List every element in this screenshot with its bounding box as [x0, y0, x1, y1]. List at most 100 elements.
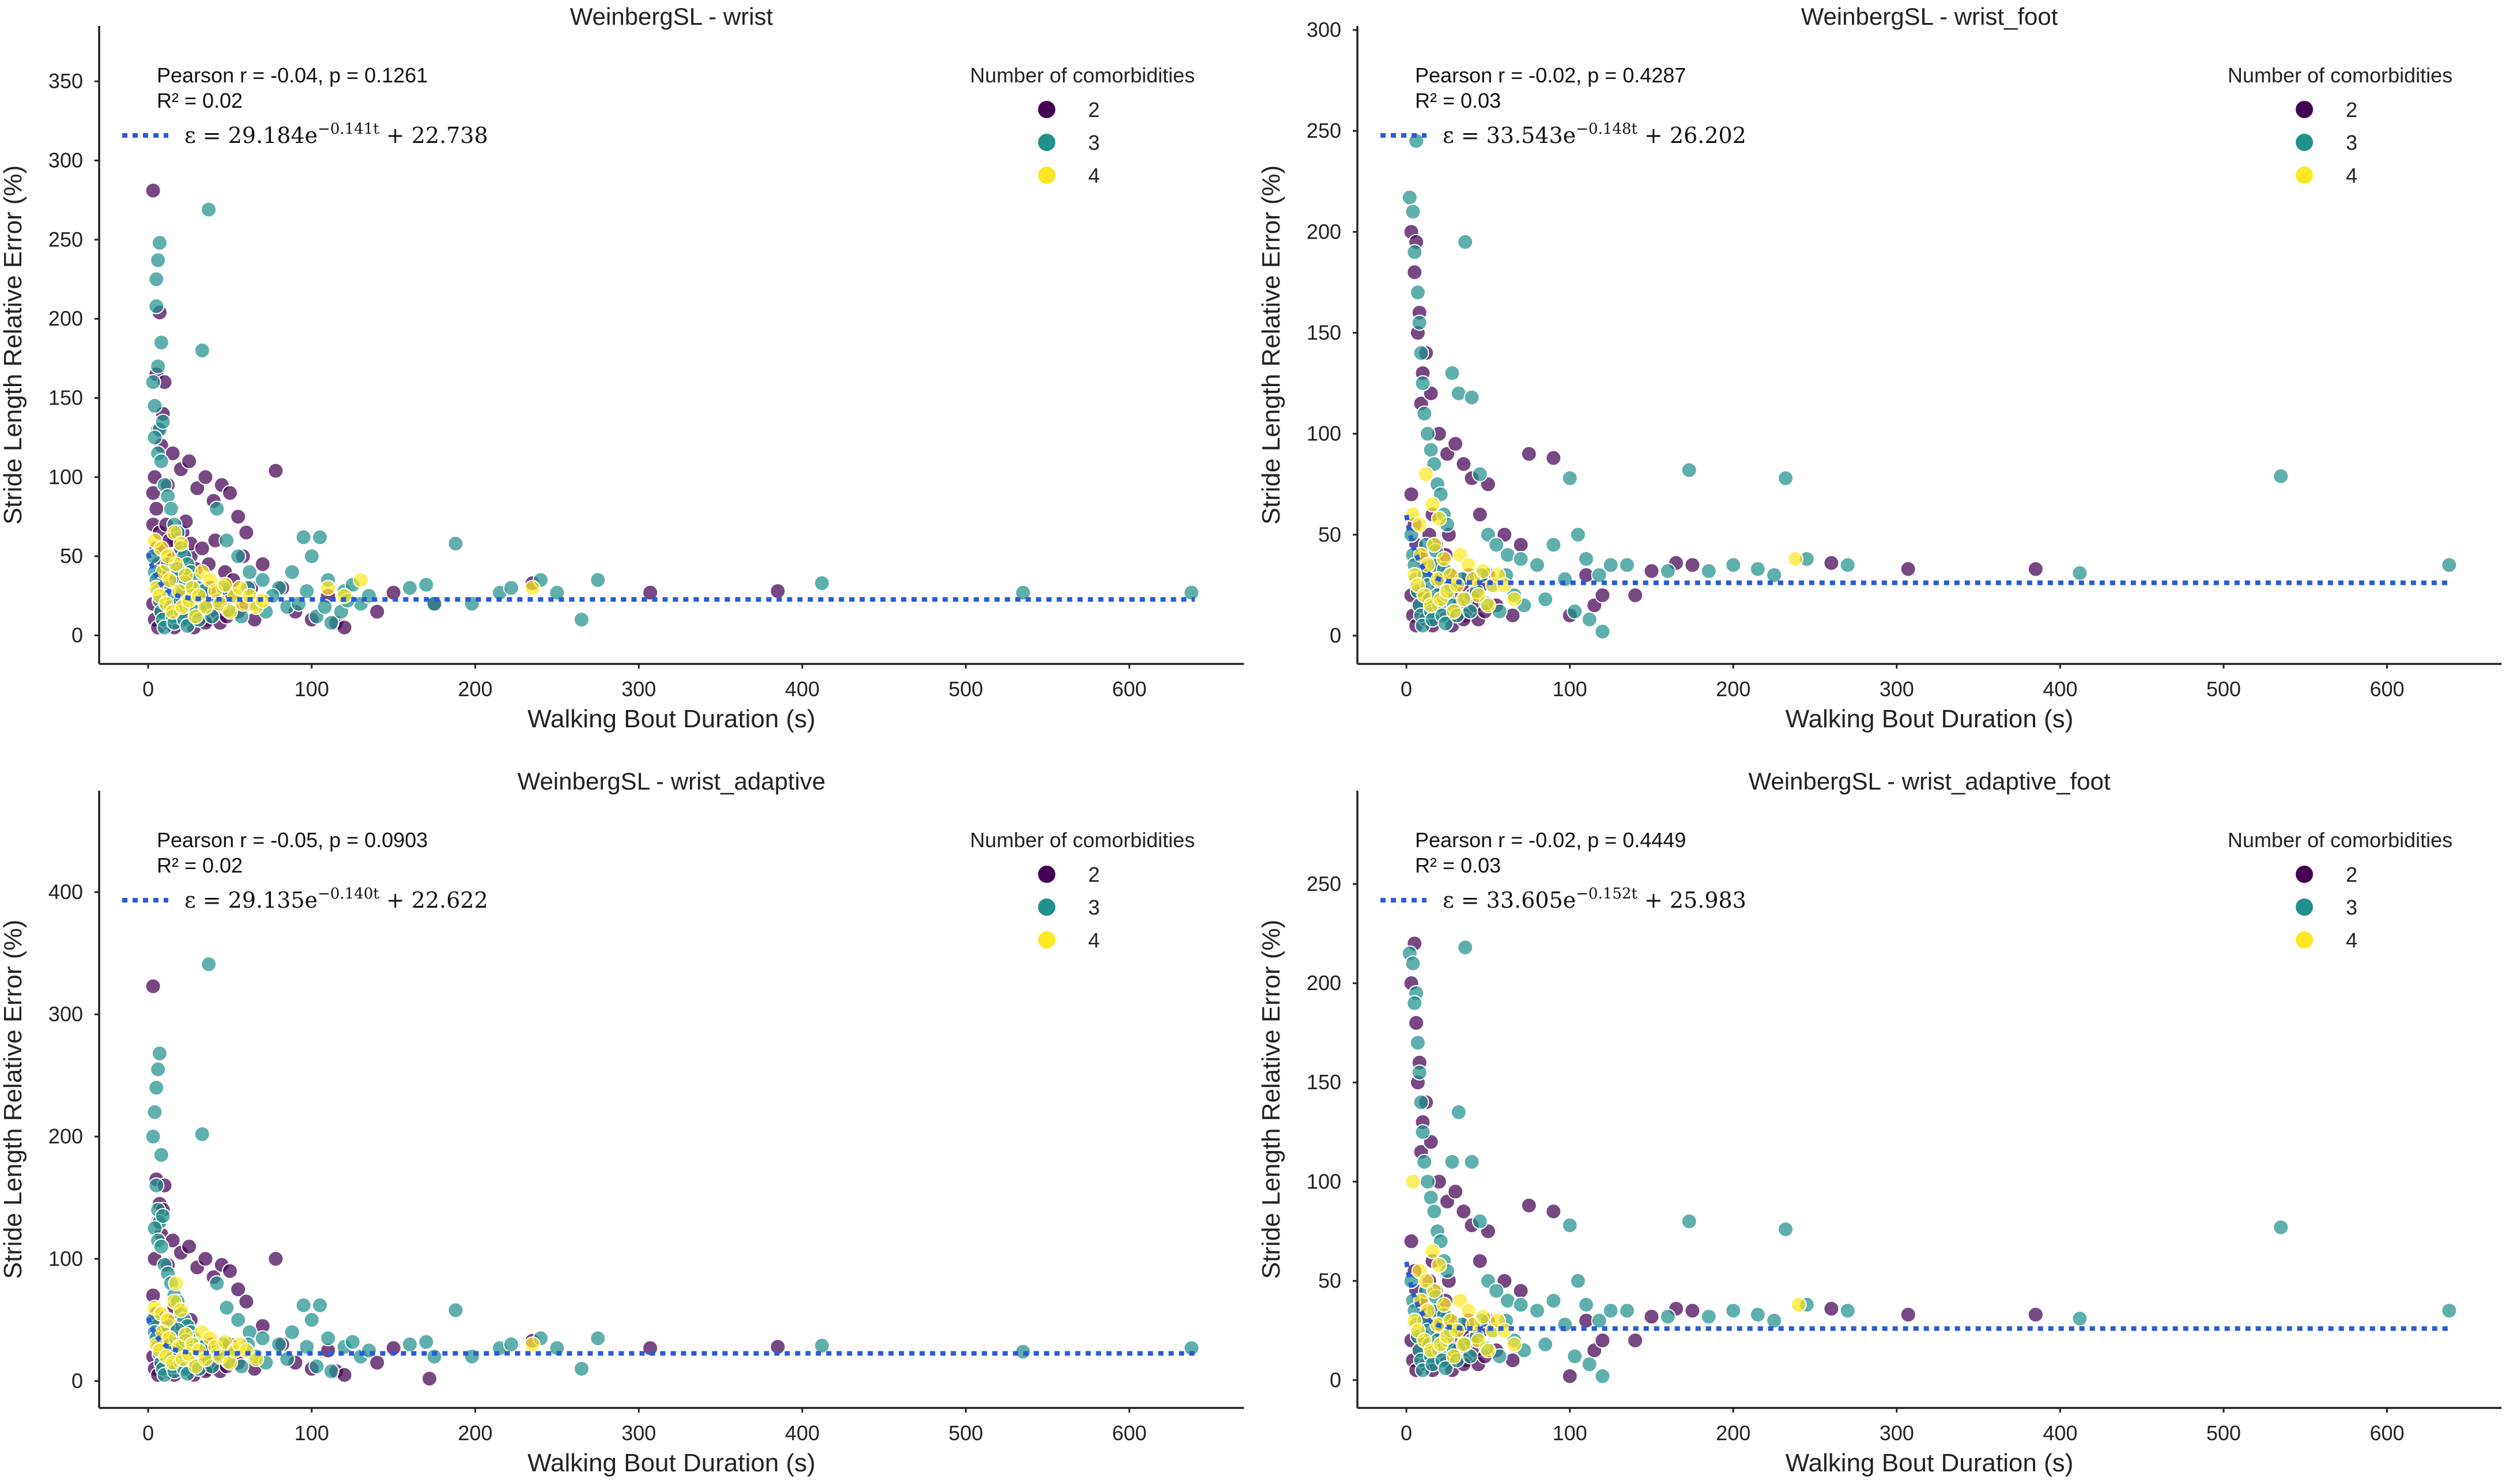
- x-tick-label: 0: [142, 1421, 154, 1445]
- data-point-comorbidities-3: [150, 358, 167, 375]
- data-point-comorbidities-4: [1470, 1332, 1486, 1349]
- data-point-comorbidities-2: [181, 453, 198, 470]
- legend-marker-2: [2296, 866, 2313, 883]
- data-point-comorbidities-3: [1488, 1282, 1505, 1299]
- data-point-comorbidities-2: [642, 584, 659, 601]
- data-point-comorbidities-3: [1488, 537, 1505, 553]
- data-point-comorbidities-4: [160, 1312, 176, 1328]
- y-axis-label: Stride Length Relative Error (%): [1257, 920, 1285, 1279]
- data-point-comorbidities-2: [1406, 264, 1423, 281]
- data-point-comorbidities-2: [197, 1251, 214, 1267]
- data-point-comorbidities-3: [1183, 584, 1200, 601]
- data-point-comorbidities-3: [590, 572, 606, 588]
- data-point-comorbidities-3: [299, 1338, 315, 1355]
- data-point-comorbidities-3: [1529, 1302, 1545, 1319]
- data-point-comorbidities-3: [1545, 537, 1562, 553]
- x-tick-label: 500: [949, 1421, 983, 1445]
- scatter-points: [145, 956, 1200, 1387]
- data-point-comorbidities-4: [1506, 591, 1523, 607]
- data-point-comorbidities-3: [295, 1297, 312, 1313]
- legend-title: Number of comorbidities: [2228, 828, 2452, 852]
- data-point-comorbidities-3: [1411, 314, 1428, 331]
- data-point-comorbidities-2: [221, 1263, 238, 1279]
- data-point-comorbidities-3: [151, 235, 168, 251]
- data-point-comorbidities-3: [418, 576, 435, 593]
- r-squared-annotation: R² = 0.02: [157, 89, 243, 112]
- data-point-comorbidities-3: [153, 1238, 169, 1255]
- data-point-comorbidities-2: [369, 1354, 386, 1371]
- chart-title: WeinbergSL - wrist_adaptive: [518, 768, 826, 795]
- data-point-comorbidities-3: [1463, 389, 1480, 406]
- data-point-comorbidities-4: [160, 548, 176, 565]
- fit-legend-label: ε = 29.184e−0.141t + 22.738: [184, 120, 488, 148]
- data-point-comorbidities-3: [1409, 284, 1426, 301]
- data-point-comorbidities-3: [1561, 470, 1578, 486]
- data-point-comorbidities-2: [1643, 1308, 1660, 1325]
- y-tick-label: 250: [48, 228, 83, 251]
- data-point-comorbidities-3: [1413, 1094, 1429, 1111]
- x-axis-label: Walking Bout Duration (s): [1786, 1449, 2074, 1477]
- y-axis-label: Stride Length Relative Error (%): [0, 920, 27, 1279]
- data-point-comorbidities-3: [1839, 557, 1856, 573]
- y-tick-label: 0: [1330, 624, 1341, 647]
- data-point-comorbidities-2: [1512, 1282, 1529, 1299]
- data-point-comorbidities-2: [769, 583, 786, 599]
- data-point-comorbidities-4: [178, 567, 194, 584]
- data-point-comorbidities-3: [1419, 425, 1436, 442]
- data-point-comorbidities-3: [1561, 1217, 1578, 1234]
- data-point-comorbidities-4: [197, 599, 214, 615]
- data-point-comorbidities-2: [1627, 1332, 1644, 1349]
- data-point-comorbidities-2: [194, 540, 210, 557]
- fit-legend-label: ε = 29.135e−0.140t + 22.622: [184, 885, 488, 913]
- legend-title: Number of comorbidities: [970, 828, 1195, 852]
- data-point-comorbidities-3: [1700, 562, 1717, 579]
- legend-marker-3: [1038, 898, 1055, 916]
- data-point-comorbidities-3: [1444, 1153, 1461, 1170]
- data-point-comorbidities-3: [1725, 1302, 1742, 1319]
- x-axis-label: Walking Bout Duration (s): [527, 1449, 816, 1477]
- data-point-comorbidities-3: [447, 535, 464, 552]
- data-point-comorbidities-3: [590, 1330, 606, 1347]
- data-point-comorbidities-3: [2071, 1311, 2088, 1327]
- data-point-comorbidities-3: [1411, 1064, 1428, 1081]
- data-point-comorbidities-3: [402, 580, 418, 596]
- data-point-comorbidities-3: [2441, 1302, 2458, 1319]
- data-point-comorbidities-3: [153, 1146, 169, 1163]
- data-point-comorbidities-3: [1450, 1104, 1467, 1120]
- y-tick-label: 0: [1330, 1368, 1341, 1392]
- data-point-comorbidities-3: [1416, 1153, 1433, 1170]
- y-tick-label: 250: [1307, 872, 1341, 896]
- data-point-comorbidities-3: [814, 575, 831, 591]
- data-point-comorbidities-2: [1447, 436, 1464, 452]
- data-point-comorbidities-3: [320, 1330, 337, 1347]
- data-point-comorbidities-3: [254, 572, 271, 588]
- data-point-comorbidities-3: [284, 1324, 300, 1340]
- data-point-comorbidities-3: [1413, 345, 1429, 361]
- data-point-comorbidities-3: [1618, 1302, 1635, 1319]
- data-point-comorbidities-3: [323, 1363, 339, 1380]
- x-tick-label: 200: [458, 1421, 493, 1445]
- data-point-comorbidities-2: [1561, 1368, 1578, 1384]
- x-tick-label: 600: [2369, 677, 2404, 701]
- data-point-comorbidities-3: [1414, 375, 1431, 392]
- data-point-comorbidities-3: [312, 529, 329, 546]
- data-point-comorbidities-2: [1900, 1306, 1916, 1323]
- data-point-comorbidities-3: [1405, 955, 1421, 972]
- x-tick-label: 300: [1880, 1421, 1914, 1445]
- data-point-comorbidities-2: [254, 556, 271, 572]
- data-point-comorbidities-3: [1749, 1306, 1766, 1323]
- data-point-comorbidities-3: [814, 1337, 831, 1354]
- data-point-comorbidities-3: [1457, 233, 1474, 250]
- data-point-comorbidities-3: [1471, 1213, 1488, 1230]
- subplot-3: WeinbergSL - wrist_adaptive 0 100 200 300 400…: [0, 768, 1244, 1477]
- x-tick-label: 500: [2206, 677, 2241, 701]
- data-point-comorbidities-3: [271, 1336, 288, 1353]
- data-point-comorbidities-3: [163, 500, 179, 517]
- data-point-comorbidities-3: [418, 1334, 435, 1350]
- legend-label-2: 2: [2346, 98, 2357, 122]
- data-point-comorbidities-2: [230, 508, 247, 525]
- chart-title: WeinbergSL - wrist_adaptive_foot: [1748, 768, 2110, 795]
- x-tick-label: 400: [785, 1421, 820, 1445]
- data-point-comorbidities-4: [1418, 466, 1435, 482]
